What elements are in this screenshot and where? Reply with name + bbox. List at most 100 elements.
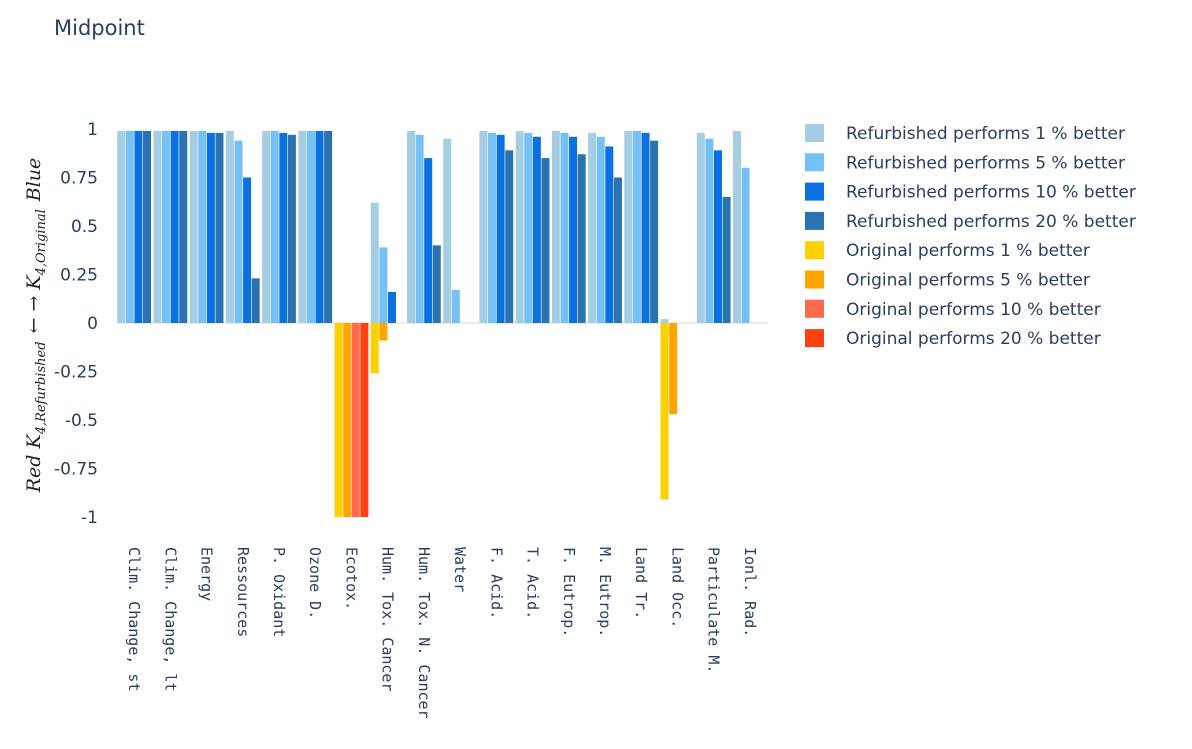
legend-swatch: [805, 241, 824, 260]
bars: [117, 130, 750, 517]
x-tick-label: Hum. Tox. Cancer: [379, 547, 397, 692]
x-tick-label: F. Eutrop.: [560, 547, 578, 637]
bar-refurbished-s1-c1: [162, 130, 171, 323]
bar-refurbished-s2-c3: [243, 177, 252, 323]
legend-item: Refurbished performs 20 % better: [805, 211, 1136, 232]
bar-refurbished-s2-c7: [387, 291, 396, 323]
y-axis-ticks: 1 0.75 0.5 0.25 0 -0.25 -0.5 -0.75 -1: [54, 120, 98, 528]
legend-swatch: [805, 124, 824, 142]
x-tick-label: Hum. Tox. N. Cancer: [415, 547, 433, 719]
bar-refurbished-s1-c5: [306, 130, 315, 323]
y-axis-label-text: Red K4,Refurbished ← → K4,Original Blue: [23, 158, 49, 494]
bar-refurbished-s3-c12: [577, 154, 586, 323]
bar-refurbished-s1-c14: [632, 130, 641, 323]
bar-refurbished-s1-c0: [125, 130, 134, 323]
legend-item: Original performs 10 % better: [805, 299, 1101, 320]
legend-item: Original performs 5 % better: [805, 270, 1090, 291]
x-tick-label: T. Acid.: [524, 547, 542, 619]
y-axis-label-subscript: 4,Original: [34, 209, 49, 276]
bar-refurbished-s0-c12: [551, 130, 560, 323]
y-axis-label-part: K: [23, 274, 45, 291]
y-tick-label: 0: [87, 314, 98, 334]
x-tick-label: Clim. Change, st: [125, 547, 143, 692]
bar-refurbished-s1-c12: [560, 132, 569, 323]
bar-refurbished-s2-c2: [206, 132, 215, 323]
legend-label: Original performs 1 % better: [846, 241, 1090, 261]
bar-refurbished-s0-c17: [732, 130, 741, 323]
y-axis-label-part: Blue: [23, 158, 45, 208]
bar-refurbished-s0-c8: [406, 130, 415, 323]
bar-original-s5-c7: [379, 323, 388, 341]
bar-refurbished-s1-c2: [198, 130, 207, 323]
x-tick-label: Ozone D.: [306, 547, 324, 619]
bar-refurbished-s1-c4: [270, 130, 279, 323]
legend-item: Original performs 1 % better: [805, 241, 1090, 261]
bar-refurbished-s1-c3: [234, 140, 243, 323]
y-tick-label: 1: [87, 120, 98, 140]
bar-refurbished-s3-c0: [143, 130, 152, 323]
x-tick-label: Ecotox.: [342, 547, 360, 610]
legend-label: Original performs 10 % better: [846, 300, 1101, 320]
bar-refurbished-s2-c5: [315, 130, 324, 323]
x-axis-ticks: Clim. Change, st Clim. Change, lt Energy Re…: [125, 547, 759, 719]
bar-refurbished-s2-c13: [605, 146, 614, 323]
legend-item: Refurbished performs 5 % better: [805, 153, 1125, 173]
bar-refurbished-s0-c14: [624, 130, 633, 323]
legend-label: Original performs 20 % better: [846, 329, 1101, 349]
bar-refurbished-s3-c10: [505, 150, 514, 323]
bar-refurbished-s0-c5: [298, 130, 307, 323]
y-axis-label-subscript: 4,Refurbished: [34, 341, 49, 435]
bar-refurbished-s0-c16: [696, 132, 705, 323]
y-tick-label: 0.25: [60, 266, 98, 286]
bar-refurbished-s3-c13: [613, 177, 622, 323]
bar-refurbished-s3-c3: [251, 278, 260, 323]
bar-original-s6-c6: [351, 323, 360, 517]
bar-original-s5-c6: [343, 323, 352, 517]
legend-swatch: [805, 182, 824, 201]
bar-refurbished-s0-c4: [262, 130, 271, 323]
y-tick-label: -0.25: [54, 363, 98, 383]
legend-swatch: [805, 329, 824, 348]
bar-refurbished-s0-c3: [225, 130, 234, 323]
bar-refurbished-s3-c14: [650, 140, 659, 323]
legend-label: Original performs 5 % better: [846, 271, 1090, 291]
legend-label: Refurbished performs 5 % better: [846, 153, 1125, 173]
bar-refurbished-s3-c4: [287, 134, 296, 323]
bar-original-s4-c6: [334, 323, 343, 517]
bar-refurbished-s3-c8: [432, 245, 441, 323]
x-tick-label: Water: [451, 547, 469, 592]
bar-original-s7-c6: [360, 323, 369, 517]
bar-refurbished-s3-c1: [179, 130, 188, 323]
bar-refurbished-s2-c8: [424, 158, 433, 323]
bar-refurbished-s0-c7: [370, 202, 379, 323]
bar-refurbished-s2-c16: [713, 150, 722, 323]
y-axis-label-part: Red: [23, 449, 45, 494]
x-tick-label: P. Oxidant: [270, 547, 288, 637]
bar-refurbished-s0-c9: [443, 138, 452, 323]
y-tick-label: -0.75: [54, 460, 98, 480]
y-axis-label: Red K4,Refurbished ← → K4,Original Blue: [23, 158, 49, 494]
bar-refurbished-s2-c14: [641, 132, 650, 323]
bar-refurbished-s1-c9: [451, 290, 460, 323]
x-tick-label: Land Tr.: [632, 547, 650, 619]
bar-refurbished-s1-c17: [741, 167, 750, 323]
x-tick-label: M. Eutrop.: [596, 547, 614, 637]
bar-refurbished-s0-c2: [189, 130, 198, 323]
legend-swatch: [805, 211, 824, 230]
bar-refurbished-s1-c11: [524, 132, 533, 323]
legend: Refurbished performs 1 % better Refurbish…: [805, 124, 1136, 349]
bar-original-s4-c15: [660, 323, 669, 500]
legend-label: Refurbished performs 10 % better: [846, 183, 1136, 203]
legend-item: Refurbished performs 1 % better: [805, 124, 1125, 144]
legend-label: Refurbished performs 20 % better: [846, 212, 1136, 232]
bar-refurbished-s3-c11: [541, 158, 550, 323]
bar-original-s5-c15: [669, 323, 678, 415]
bar-refurbished-s2-c10: [496, 134, 505, 323]
x-tick-label: Ressources: [234, 547, 252, 637]
x-tick-label: Clim. Change, lt: [161, 547, 179, 692]
y-axis-label-part: K: [23, 433, 45, 450]
bar-refurbished-s2-c11: [532, 136, 541, 323]
bar-refurbished-s2-c0: [134, 130, 143, 323]
bar-refurbished-s2-c12: [569, 136, 578, 323]
bar-refurbished-s3-c5: [324, 130, 333, 323]
